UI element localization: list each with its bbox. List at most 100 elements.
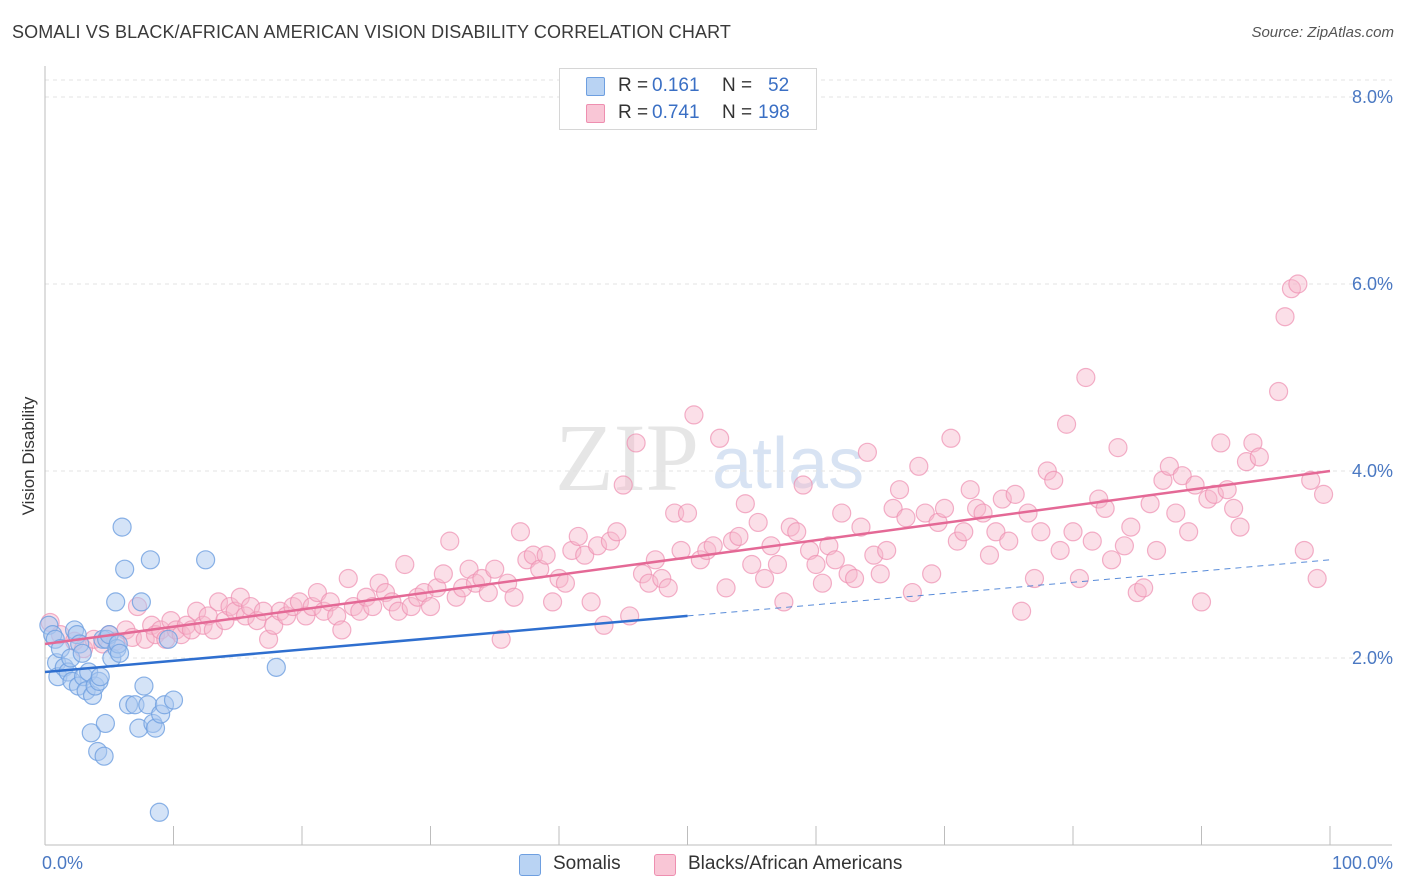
black-point	[485, 559, 505, 579]
black-point	[819, 536, 839, 556]
series-black-african-american-points	[40, 274, 1334, 659]
black-point	[844, 568, 865, 589]
watermark: ZIP atlas	[555, 404, 864, 511]
black-point	[787, 522, 807, 542]
black-point	[979, 545, 1000, 565]
x-axis-ticks	[173, 826, 1331, 845]
black-point	[774, 592, 794, 612]
somalis-legend-label: Somalis	[553, 853, 621, 874]
black-point	[536, 545, 556, 565]
black-point	[652, 568, 672, 589]
black-point	[264, 615, 284, 635]
black-point	[767, 554, 788, 575]
black-point	[440, 531, 460, 551]
black-point	[870, 564, 890, 584]
black-point	[986, 522, 1006, 542]
black-point	[568, 526, 588, 547]
black-point	[639, 573, 659, 593]
somali-point	[163, 690, 184, 710]
r-label: R =	[618, 75, 649, 96]
somali-point	[266, 657, 286, 677]
black-point	[857, 442, 878, 462]
black-point	[1236, 452, 1257, 472]
black-point	[812, 573, 833, 593]
black-point	[632, 564, 653, 584]
somali-point	[94, 746, 114, 766]
somali-point	[109, 643, 130, 663]
black-point	[1146, 540, 1167, 561]
legend-row-somalis: R = 0.161 N = 52	[560, 74, 816, 100]
black-point	[1313, 484, 1334, 504]
somali-point	[112, 517, 132, 537]
axes	[44, 66, 1392, 846]
black-point	[1095, 498, 1115, 518]
y-axis-title: Vision Disability	[19, 396, 38, 515]
black-point	[161, 610, 181, 631]
black-point	[600, 531, 621, 551]
black-point	[883, 498, 903, 518]
black-point	[992, 489, 1012, 509]
black-point	[575, 545, 595, 565]
black-point	[307, 582, 328, 603]
black-point	[1140, 494, 1160, 514]
black-point	[420, 596, 441, 617]
black-point	[889, 480, 910, 500]
black-point	[934, 498, 955, 518]
black-point	[187, 601, 207, 621]
black-point	[1268, 381, 1289, 402]
black-point	[999, 531, 1019, 551]
black-point	[193, 615, 213, 635]
black-point	[825, 550, 845, 570]
somali-point	[140, 550, 160, 570]
somali-point	[196, 550, 216, 570]
black-point	[1063, 522, 1083, 542]
black-point	[338, 568, 358, 589]
black-point	[716, 578, 736, 598]
black-point	[754, 568, 775, 589]
black-point	[369, 573, 389, 593]
chart-title: SOMALI VS BLACK/AFRICAN AMERICAN VISION …	[12, 22, 731, 42]
y-axis-tick-labels: 2.0% 4.0% 6.0% 8.0%	[1352, 87, 1393, 668]
somali-point	[72, 643, 92, 663]
black-point	[1191, 592, 1212, 612]
black-point	[851, 517, 871, 537]
black-point	[915, 503, 935, 523]
black-point	[729, 526, 749, 547]
black-point	[1288, 274, 1308, 294]
black-point	[388, 601, 408, 621]
black-point	[613, 475, 633, 495]
black-point	[1249, 447, 1269, 467]
black-point	[1211, 433, 1231, 453]
somali-point	[106, 592, 126, 612]
black-point	[562, 540, 582, 561]
black-point	[742, 554, 762, 575]
black-point	[941, 428, 961, 448]
black-point	[1082, 531, 1102, 551]
black-point	[555, 573, 576, 593]
black-legend-swatch	[654, 854, 676, 876]
black-point	[1050, 540, 1070, 561]
somali-point	[131, 592, 151, 612]
black-point	[909, 456, 929, 476]
black-point	[1069, 568, 1090, 589]
black-point	[793, 475, 813, 495]
black-r-value: 0.741	[652, 102, 700, 123]
black-point	[1044, 470, 1064, 490]
black-point	[902, 582, 922, 603]
black-n-value: 198	[758, 102, 790, 123]
black-point	[1230, 517, 1250, 537]
black-point	[684, 405, 704, 425]
black-point	[510, 522, 531, 542]
black-point	[1307, 568, 1327, 589]
n-label: N =	[722, 75, 753, 96]
black-point	[954, 522, 974, 542]
black-point	[433, 564, 453, 584]
black-point	[1172, 466, 1192, 486]
black-point	[1101, 550, 1122, 570]
x-axis-tick-labels: 0.0% 100.0%	[42, 853, 1393, 873]
black-point	[1121, 517, 1141, 537]
black-point	[594, 615, 614, 635]
somali-point	[149, 802, 169, 822]
black-point	[1294, 540, 1314, 561]
black-swatch	[586, 104, 605, 123]
